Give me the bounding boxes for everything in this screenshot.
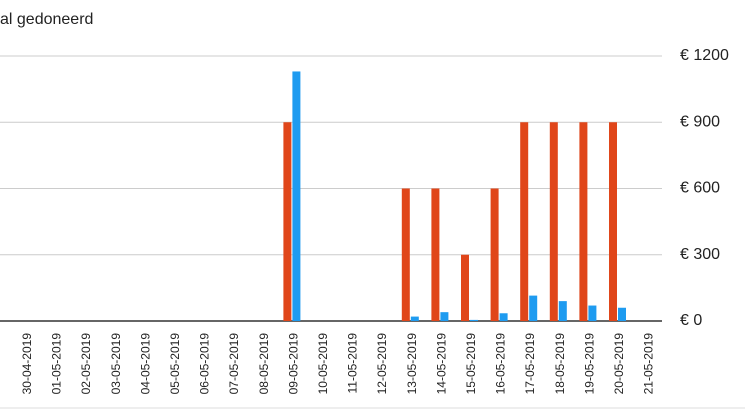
x-tick-label: 05-05-2019 (168, 333, 182, 395)
x-tick-label: 10-05-2019 (316, 333, 330, 395)
x-tick-label: 12-05-2019 (375, 333, 389, 395)
x-tick-label: 09-05-2019 (286, 333, 300, 395)
x-tick-label: 20-05-2019 (612, 333, 626, 395)
y-tick-label: € 600 (680, 180, 720, 197)
x-tick-label: 16-05-2019 (494, 333, 508, 395)
x-tick-label: 17-05-2019 (523, 333, 537, 395)
x-tick-label: 01-05-2019 (50, 333, 64, 395)
bar (292, 71, 301, 321)
chart-title: al gedoneerd (0, 11, 93, 28)
x-tick-label: 04-05-2019 (138, 333, 152, 395)
x-tick-label: 14-05-2019 (434, 333, 448, 395)
bar (431, 188, 440, 321)
x-tick-label: 30-04-2019 (20, 333, 34, 395)
x-tick-label: 18-05-2019 (553, 333, 567, 395)
bar (558, 301, 567, 321)
bar (401, 188, 410, 321)
bar (588, 305, 597, 321)
bar (609, 122, 617, 321)
bar (529, 295, 538, 321)
bar (490, 188, 499, 321)
x-tick-label: 11-05-2019 (346, 333, 360, 394)
bar (440, 312, 449, 321)
bar (470, 319, 478, 321)
bar (549, 122, 558, 321)
y-tick-label: € 900 (680, 113, 720, 130)
y-tick-label: € 300 (680, 246, 720, 263)
x-tick-label: 21-05-2019 (642, 333, 656, 395)
x-tick-label: 15-05-2019 (464, 333, 478, 395)
x-tick-label: 19-05-2019 (582, 333, 596, 395)
y-tick-label: € 0 (680, 312, 702, 329)
bar (461, 254, 469, 321)
x-tick-label: 03-05-2019 (109, 333, 123, 395)
bar (410, 316, 419, 321)
bar (499, 313, 508, 321)
x-tick-label: 07-05-2019 (227, 333, 241, 395)
bar (579, 122, 588, 321)
x-tick-label: 02-05-2019 (79, 333, 93, 395)
bar (520, 122, 529, 321)
bar (283, 122, 292, 321)
y-tick-label: € 1200 (680, 47, 729, 64)
x-tick-label: 13-05-2019 (405, 333, 419, 395)
bar (618, 307, 626, 321)
x-tick-label: 08-05-2019 (257, 333, 271, 395)
x-tick-label: 06-05-2019 (198, 333, 212, 395)
